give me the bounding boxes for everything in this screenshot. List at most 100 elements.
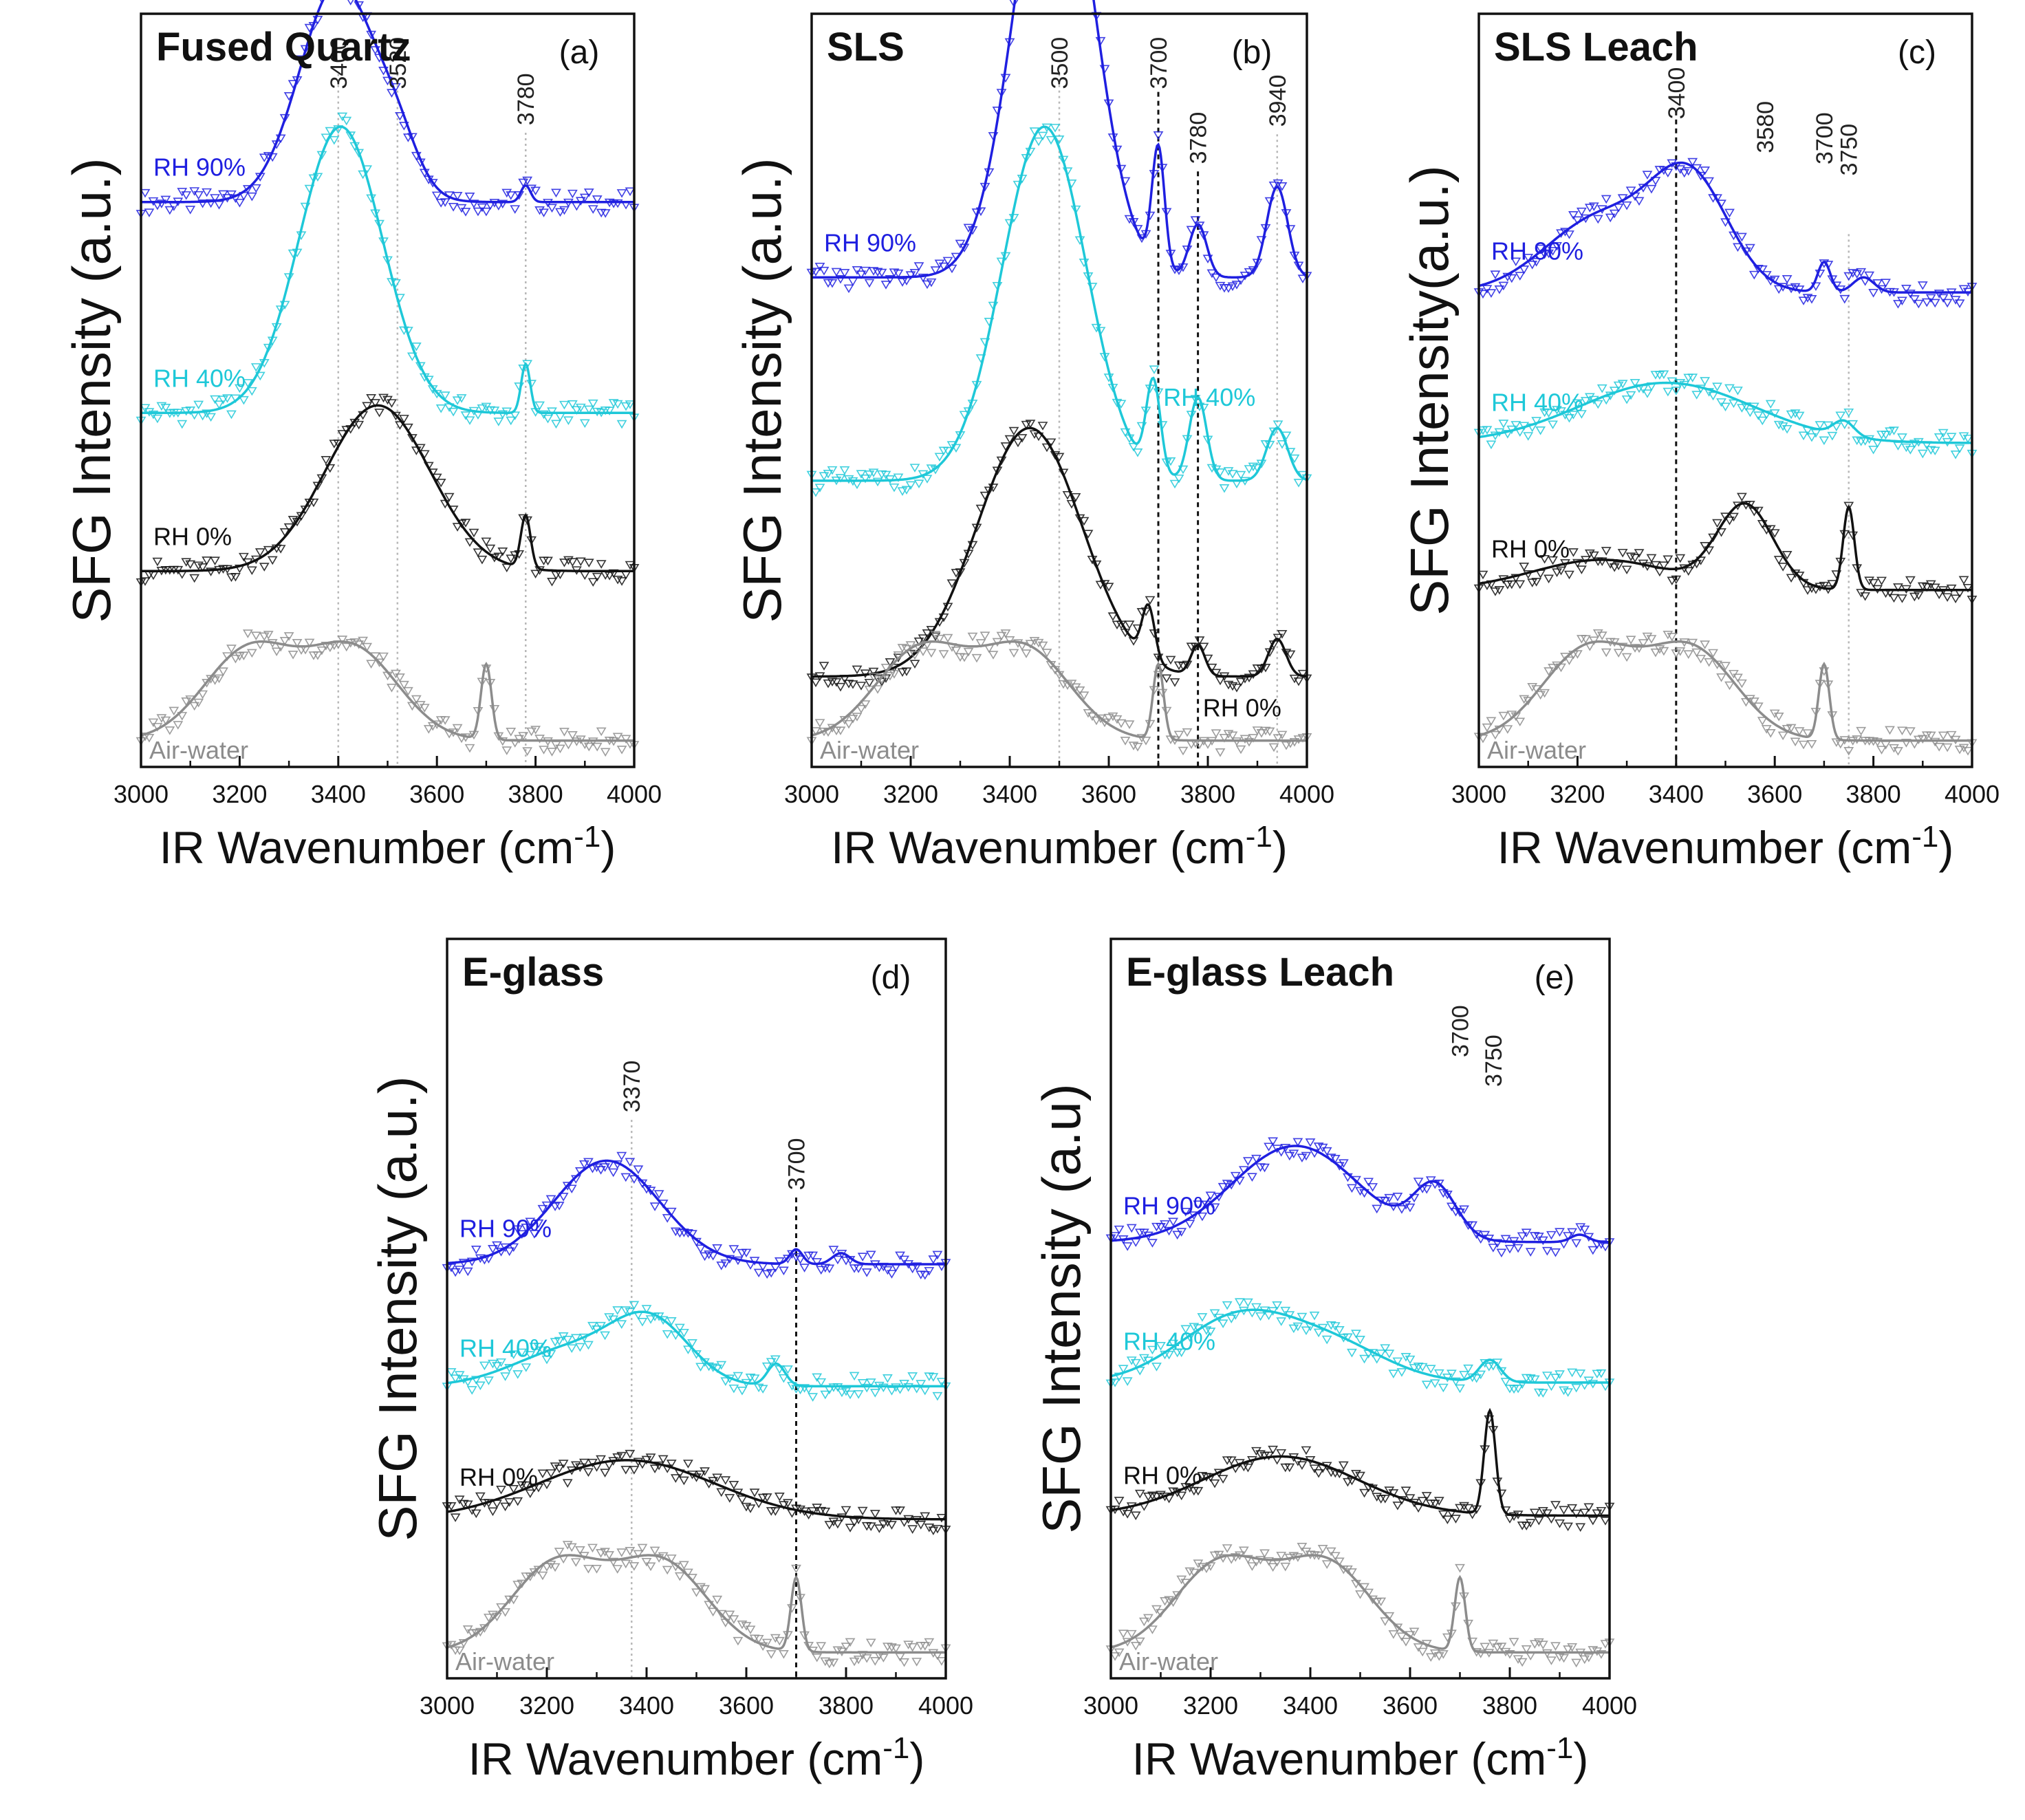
panel-title: E-glass [462,950,604,995]
data-point [1219,484,1230,493]
data-point [1463,1364,1473,1374]
data-point [880,470,891,480]
data-point [1384,1350,1395,1358]
data-point [1621,565,1632,575]
data-point [761,1362,772,1372]
data-point [1504,1244,1515,1254]
data-point [587,578,598,587]
fit-line [1478,502,1972,592]
data-point [579,193,590,203]
data-point [812,1653,823,1662]
data-point [1128,741,1139,750]
data-point [633,1550,644,1559]
data-point [633,1165,644,1174]
data-point [1642,171,1653,180]
data-point [1802,729,1813,738]
data-point [1488,1244,1499,1253]
data-point [596,727,607,737]
data-point [1252,726,1263,735]
fit-line [446,1159,946,1266]
data-point [210,395,220,404]
data-point [741,1248,752,1258]
data-point [835,726,846,735]
data-point [1860,592,1871,601]
x-tick-label: 3800 [1482,1691,1537,1720]
data-point [1124,620,1135,629]
data-point [563,740,574,750]
data-point [662,1566,673,1575]
data-point [185,407,196,415]
data-point [1118,1365,1129,1374]
data-point [387,399,397,408]
data-point [1217,1182,1228,1192]
data-point [1459,1502,1469,1511]
data-point [637,1317,648,1327]
data-point [1634,549,1645,558]
data-point [1130,1358,1141,1368]
data-point [1293,677,1304,686]
data-point [1600,1640,1611,1649]
data-point [625,1308,636,1317]
data-point [1938,429,1949,438]
data-point [1535,691,1546,700]
data-point [197,199,208,208]
data-point [1380,1197,1391,1206]
data-point [1297,1543,1308,1552]
x-tick-label: 4000 [607,780,662,808]
data-point [1506,580,1517,589]
x-tick-label: 3400 [1283,1691,1338,1720]
data-point [450,1374,461,1383]
data-point [1264,1142,1274,1152]
data-point [905,481,916,490]
data-point [1546,1231,1557,1240]
data-point [1777,422,1788,431]
data-point [1107,712,1118,722]
data-point [1392,1193,1403,1202]
data-point [1264,1557,1274,1566]
data-point [936,1378,947,1387]
data-point [1601,547,1612,556]
data-point [1856,726,1867,736]
data-point [1588,1380,1599,1389]
data-point [1367,1183,1378,1192]
data-point [1600,1242,1611,1252]
data-point [374,658,385,668]
data-point [625,400,636,409]
data-point [1070,492,1081,502]
data-point [1893,583,1903,592]
data-point [1567,1643,1578,1652]
data-point [1839,294,1850,304]
data-point [1691,648,1702,658]
data-point [1132,743,1143,752]
data-point [649,1202,660,1211]
data-point [918,634,929,643]
data-point [778,1650,789,1659]
data-point [1355,1471,1365,1481]
series-air-water [806,629,1312,757]
data-point [1901,284,1912,294]
data-point [246,192,257,202]
data-point [521,1224,532,1233]
data-point [570,1334,581,1343]
data-point [799,1384,810,1393]
data-point [864,678,875,688]
data-point [1629,554,1640,563]
data-point [903,1640,914,1649]
data-point [193,561,204,571]
data-point [1773,556,1784,565]
panel-letter: (a) [559,34,600,71]
data-point [955,568,966,577]
data-point [1571,1658,1582,1668]
data-point [1790,283,1801,292]
data-point [1029,430,1040,440]
data-point [795,1255,805,1264]
data-point [1733,673,1743,683]
panel-e: RH 90% RH 40% RH 0% Air-water 3700 3750 3000 32… [1031,938,1637,1784]
data-point [1544,409,1554,418]
data-point [1897,296,1907,306]
data-point [1592,400,1603,409]
data-point [1114,1648,1125,1658]
data-point [1347,1184,1357,1193]
data-point [378,393,389,403]
data-point [202,556,212,565]
